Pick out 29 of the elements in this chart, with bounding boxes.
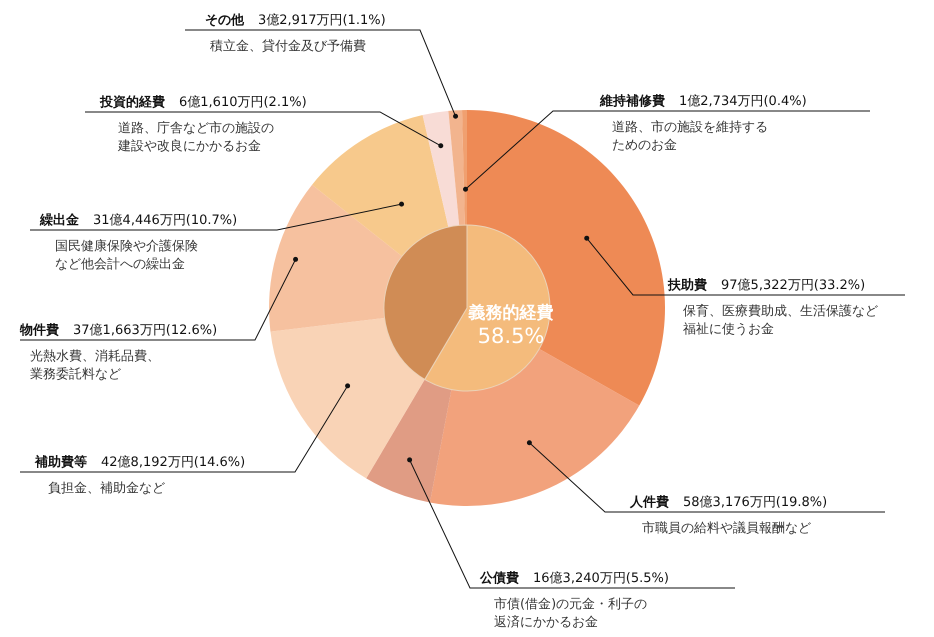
slice-label: 人件費 bbox=[629, 495, 669, 510]
slice-label: 繰出金 bbox=[39, 213, 80, 228]
data-label: 42億8,192万円(14.6%) bbox=[101, 455, 246, 470]
data-label: 6億1,610万円(2.1%) bbox=[179, 95, 307, 110]
text: 負担金、補助金など bbox=[48, 481, 165, 496]
text: 道路、市の施設を維持するためのお金 bbox=[612, 120, 768, 153]
slice-label: 補助費等 bbox=[34, 454, 87, 470]
text: 市債(借金)の元金・利子の返済にかかるお金 bbox=[494, 597, 648, 630]
data-label: 97億5,322万円(33.2%) bbox=[721, 278, 866, 293]
data-label: 37億1,663万円(12.6%) bbox=[73, 323, 218, 338]
data-label: 58億3,176万円(19.8%) bbox=[683, 495, 828, 510]
text: 道路、庁舎など市の施設の建設や改良にかかるお金 bbox=[117, 120, 274, 154]
data-label: 16億3,240万円(5.5%) bbox=[533, 571, 669, 586]
text: 市職員の給料や議員報酬など bbox=[642, 521, 811, 536]
text: 光熱水費、消耗品費、業務委託料など bbox=[30, 349, 160, 382]
data-label: 58.5% bbox=[478, 324, 544, 348]
text: 積立金、貸付金及び予備費 bbox=[210, 38, 366, 54]
text: 保育、医療費助成、生活保護など福祉に使うお金 bbox=[683, 303, 878, 337]
slice-label: 扶助費 bbox=[667, 278, 707, 293]
data-label: 31億4,446万円(10.7%) bbox=[93, 213, 238, 228]
slice-label: 公債費 bbox=[479, 571, 519, 586]
text: 国民健康保険や介護保険など他会計への繰出金 bbox=[55, 239, 198, 272]
slice-label: 投資的経費 bbox=[99, 95, 165, 110]
slice-label: 義務的経費 bbox=[468, 303, 554, 324]
data-label: 3億2,917万円(1.1%) bbox=[258, 13, 386, 28]
data-label: 1億2,734万円(0.4%) bbox=[679, 94, 807, 109]
slice-label: その他 bbox=[205, 13, 245, 28]
slice-label: 物件費 bbox=[19, 323, 59, 338]
slice-label: 維持補修費 bbox=[599, 93, 665, 109]
